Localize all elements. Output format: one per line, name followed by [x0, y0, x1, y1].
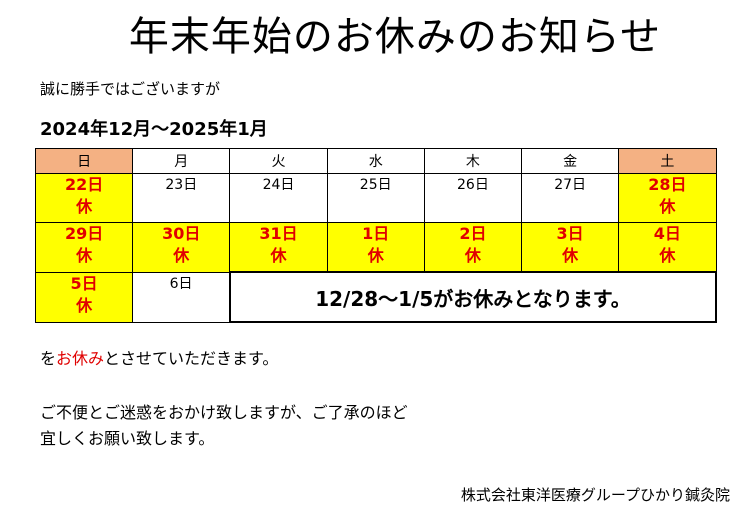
line: ご不便とご迷惑をおかけ致しますが、ご了承のほど: [40, 403, 408, 422]
text: を: [40, 349, 57, 368]
day-cell: 3日休: [521, 222, 620, 273]
status: 休: [76, 246, 93, 265]
weekday: 日: [34, 148, 134, 174]
day-cell: 23日: [132, 173, 231, 223]
calendar: 日月火水木金土 22日休 23日 24日 25日 26日 27日 28日休 29日休 30日休 31…: [34, 148, 718, 323]
day-cell: 25日: [326, 173, 425, 223]
date: 29日: [64, 224, 104, 243]
status: 休: [659, 197, 676, 216]
highlight: お休み: [56, 349, 105, 368]
weekday: 木: [423, 148, 523, 174]
title: 年末年始のお休みのお知らせ: [128, 14, 662, 60]
line: 宜しくお願い致します。: [40, 429, 215, 448]
date: 31日: [259, 224, 298, 243]
day-cell: 24日: [229, 173, 328, 223]
date: 28日: [648, 175, 687, 194]
intro-text: 誠に勝手ではございますが: [40, 80, 221, 98]
period: 2024年12月～2025年1月: [40, 119, 268, 140]
day-cell: 28日休: [618, 173, 717, 223]
closing-text: をお休みとさせていただきます。: [40, 345, 278, 369]
date: 2日: [459, 224, 487, 243]
day-cell: 5日休: [34, 271, 134, 323]
weekday: 土: [618, 148, 717, 174]
signature: 株式会社東洋医療グループひかり鍼灸院: [460, 486, 730, 504]
apology-text: ご不便とご迷惑をおかけ致しますが、ご了承のほど 宜しくお願い致します。: [40, 400, 408, 452]
status: 休: [464, 246, 481, 265]
date: 3日: [556, 224, 584, 243]
note: 12/28～1/5がお休みとなります。: [228, 271, 718, 323]
date: 25日: [359, 177, 392, 193]
week-row: 5日休 6日 12/28～1/5がお休みとなります。: [34, 271, 718, 323]
status: 休: [562, 246, 579, 265]
day-cell: 1日休: [326, 222, 425, 273]
weekday: 月: [132, 148, 231, 174]
date: 26日: [457, 177, 489, 193]
week-row: 22日休 23日 24日 25日 26日 27日 28日休: [34, 173, 717, 223]
date: 6日: [169, 275, 193, 292]
weekday: 金: [521, 148, 620, 174]
day-cell: 31日休: [229, 222, 328, 273]
date: 30日: [162, 224, 201, 243]
date: 23日: [165, 177, 198, 193]
status: 休: [659, 246, 676, 265]
date: 27日: [554, 177, 587, 193]
status: 休: [367, 246, 384, 265]
status: 休: [270, 246, 287, 265]
day-cell: 2日休: [423, 222, 523, 273]
status: 休: [173, 246, 190, 265]
weekday: 水: [326, 148, 425, 174]
date: 24日: [262, 177, 295, 193]
text: とさせていただきます。: [104, 349, 279, 368]
date: 5日: [70, 273, 98, 293]
day-cell: 30日休: [132, 222, 231, 273]
day-cell: 22日休: [34, 173, 134, 223]
header-row: 日月火水木金土: [34, 148, 717, 174]
weekday: 火: [229, 148, 328, 174]
date: 4日: [653, 224, 681, 243]
week-row: 29日休 30日休 31日休 1日休 2日休 3日休 4日休: [34, 222, 717, 273]
status: 休: [76, 197, 93, 216]
date: 1日: [362, 224, 390, 243]
date: 22日: [64, 175, 104, 194]
status: 休: [76, 295, 93, 315]
day-cell: 29日休: [34, 222, 134, 273]
day-cell: 27日: [521, 173, 620, 223]
day-cell: 4日休: [618, 222, 717, 273]
day-cell: 6日: [132, 271, 231, 323]
day-cell: 26日: [423, 173, 523, 223]
